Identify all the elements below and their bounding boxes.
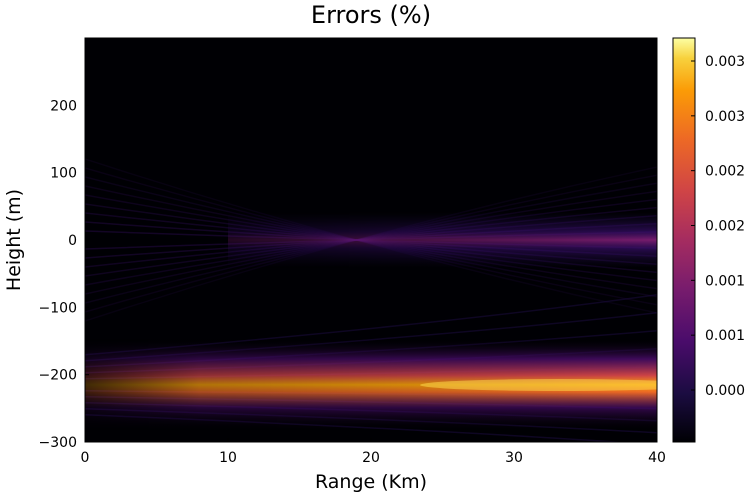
colorbar [673, 38, 695, 442]
colorbar-tick-label: 0.002 [705, 164, 745, 180]
colorbar-frame [672, 37, 696, 443]
y-tick-label: 100 [50, 166, 77, 182]
heatmap-peak [420, 379, 657, 391]
colorbar-tick-label: 0.000 [705, 383, 745, 399]
colorbar-tick-label: 0.003 [705, 54, 745, 70]
y-tick-label: −100 [39, 300, 77, 316]
y-tick-label: −300 [39, 435, 77, 451]
y-axis-label: Height (m) [3, 189, 25, 291]
y-tick-label: −200 [39, 368, 77, 384]
colorbar-tick-label: 0.003 [705, 109, 745, 125]
y-tick-label: 0 [68, 233, 77, 249]
x-tick-label: 0 [81, 450, 90, 466]
x-axis: 0 10 20 30 40 [81, 438, 666, 466]
x-tick-label: 20 [362, 450, 380, 466]
chart-title: Errors (%) [311, 1, 431, 29]
colorbar-tick-label: 0.001 [705, 273, 745, 289]
x-axis-label: Range (Km) [315, 471, 427, 493]
x-tick-label: 30 [505, 450, 523, 466]
y-tick-label: 200 [50, 98, 77, 114]
x-tick-label: 40 [648, 450, 666, 466]
colorbar-tick-label: 0.001 [705, 328, 745, 344]
y-axis: 200 100 0 −100 −200 −300 [39, 98, 89, 451]
colorbar-axis: 0.003 0.003 0.002 0.002 0.001 0.001 0.000 [691, 54, 745, 399]
plot-area [85, 38, 657, 442]
heatmap-band-0m [228, 212, 657, 268]
colorbar-tick-label: 0.002 [705, 219, 745, 235]
x-tick-label: 10 [219, 450, 237, 466]
